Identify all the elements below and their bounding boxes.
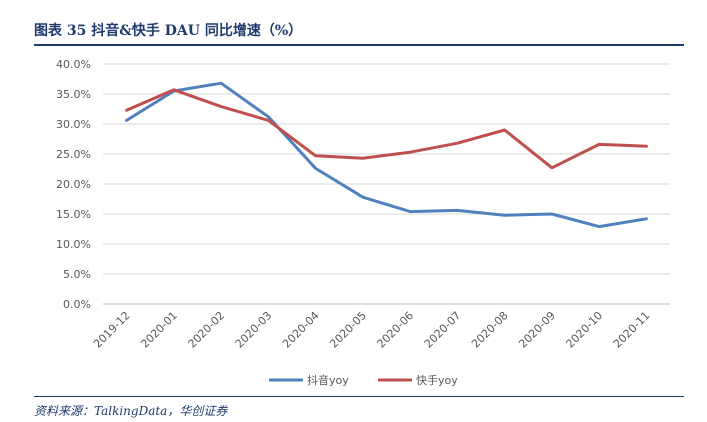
y-tick-label: 20.0% — [56, 178, 91, 191]
x-tick-label: 2020-07 — [422, 309, 464, 351]
y-tick-label: 10.0% — [56, 238, 91, 251]
source-note: 资料来源：TalkingData，华创证券 — [34, 404, 228, 418]
y-tick-label: 25.0% — [56, 148, 91, 161]
y-tick-label: 40.0% — [56, 58, 91, 71]
x-tick-label: 2020-04 — [280, 309, 322, 351]
x-tick-label: 2020-05 — [327, 309, 369, 351]
line-chart: 0.0% 5.0% 10.0% 15.0% 20.0% 25.0% 30.0% 35.0% 40… — [56, 58, 670, 387]
x-tick-label: 2020-02 — [186, 309, 228, 351]
x-tick-label: 2020-09 — [516, 309, 558, 351]
y-tick-label: 5.0% — [63, 268, 91, 281]
x-tick-label: 2020-01 — [138, 309, 180, 351]
source-bar: 资料来源：TalkingData，华创证券 — [34, 396, 684, 418]
x-axis-ticks: 2019-12 2020-01 2020-02 2020-03 2020-04 2020-… — [91, 309, 652, 351]
y-tick-label: 0.0% — [63, 298, 91, 311]
series-line-1 — [125, 81, 648, 229]
x-tick-label: 2020-11 — [611, 309, 653, 351]
legend: 抖音yoy 快手yoy — [269, 373, 458, 387]
x-tick-label: 2020-06 — [375, 309, 417, 351]
x-tick-label: 2019-12 — [91, 309, 133, 351]
x-tick-label: 2020-03 — [233, 309, 275, 351]
y-axis-ticks: 0.0% 5.0% 10.0% 15.0% 20.0% 25.0% 30.0% 35.0% 40… — [56, 58, 91, 311]
figure-title: 图表 35 抖音&快手 DAU 同比增速（%） — [34, 23, 303, 39]
legend-label: 抖音yoy — [307, 373, 349, 387]
figure-title-bar: 图表 35 抖音&快手 DAU 同比增速（%） — [34, 18, 684, 46]
x-tick-label: 2020-10 — [564, 309, 606, 351]
grid-lines — [103, 63, 670, 305]
series-line-2 — [125, 88, 648, 170]
series-lines — [125, 81, 648, 229]
y-tick-label: 30.0% — [56, 118, 91, 131]
y-tick-label: 15.0% — [56, 208, 91, 221]
y-tick-label: 35.0% — [56, 88, 91, 101]
x-tick-label: 2020-08 — [469, 309, 511, 351]
legend-label: 快手yoy — [416, 373, 458, 387]
